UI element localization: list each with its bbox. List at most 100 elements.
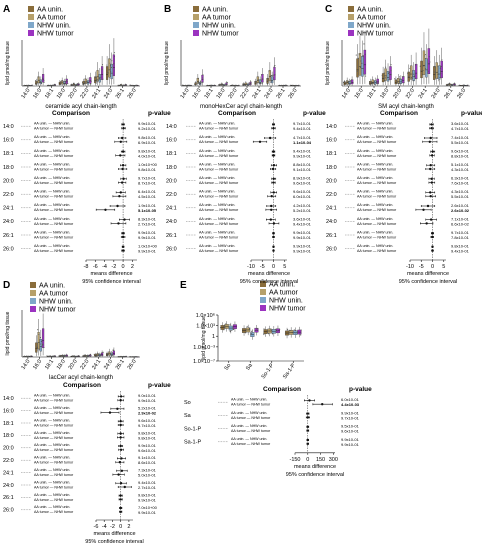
box: [112, 54, 115, 77]
data-point: [135, 84, 137, 87]
legend-swatch: [28, 14, 34, 20]
p-value: 9.6x10-01: [341, 429, 360, 434]
comparison-text: AA unin. — NHW unin.: [34, 418, 70, 422]
data-point: [243, 329, 245, 331]
x-tick-label: 0: [272, 264, 275, 270]
data-point: [84, 354, 86, 357]
box: [402, 76, 405, 84]
p-value: 2.6x10-02: [451, 208, 470, 213]
mean-diff-point: [272, 222, 276, 225]
mean-diff-point: [272, 191, 275, 194]
row-label: 14:0: [166, 124, 177, 130]
mean-diff-point: [430, 123, 433, 126]
data-point: [88, 355, 90, 357]
data-point: [222, 84, 224, 86]
data-point: [229, 85, 231, 87]
legend-label: NHW unin.: [269, 298, 303, 305]
p-value: 8.3x10-01: [138, 216, 157, 221]
mean-diff-point: [120, 136, 124, 140]
data-point: [224, 327, 226, 329]
data-point: [248, 84, 250, 86]
row-label: 16:0: [3, 408, 14, 414]
comparison-text: AA unin. — NHW unin.: [34, 122, 70, 126]
mean-diff-point: [116, 204, 119, 208]
data-point: [226, 81, 228, 83]
x-tick-label: 26:0: [127, 359, 138, 371]
data-point: [381, 75, 383, 77]
data-point: [208, 84, 210, 87]
data-point: [453, 83, 455, 85]
data-point: [269, 75, 271, 77]
p-value: 9.7x10-01: [451, 230, 470, 235]
x-axis-label: means difference: [248, 271, 290, 277]
data-point: [137, 356, 139, 358]
data-point: [258, 79, 260, 81]
data-point: [30, 355, 32, 357]
p-value: 5.2x10-01: [138, 406, 157, 411]
data-point: [27, 84, 29, 86]
legend-swatch: [348, 14, 354, 20]
p-value: 4.4x10-03: [341, 402, 360, 407]
data-point: [267, 333, 270, 335]
data-point: [428, 56, 430, 58]
data-point: [261, 82, 263, 84]
mean-diff-point: [119, 436, 122, 439]
box: [273, 67, 276, 81]
row-label: 14:0: [3, 396, 14, 402]
mean-diff-point: [119, 399, 122, 402]
data-point: [221, 83, 223, 85]
p-value: 9.5x10-01: [341, 424, 360, 429]
data-point: [74, 355, 76, 357]
p-value: 9.9x10-01: [138, 443, 157, 448]
box: [101, 66, 104, 80]
legend-label: AA tumor: [357, 15, 386, 22]
x-tick-label: 5: [442, 264, 445, 270]
data-point: [107, 71, 109, 73]
data-point: [82, 84, 84, 86]
mean-diff-point: [122, 177, 125, 180]
legend-label: NHW tumor: [37, 31, 74, 38]
data-point: [64, 81, 66, 83]
x-axis-sublabel: 95% confidence interval: [82, 279, 140, 285]
data-point: [291, 332, 293, 334]
mean-diff-point: [428, 140, 431, 143]
comparison-text: AA tumor — NHW tumor: [357, 195, 397, 199]
mean-diff-point: [429, 136, 432, 140]
legend-swatch: [260, 297, 266, 303]
data-point: [59, 355, 61, 357]
data-point: [130, 84, 132, 86]
data-point: [199, 82, 201, 84]
pvalue-header: p-value: [461, 110, 482, 117]
data-point: [66, 79, 68, 82]
data-point: [87, 81, 89, 83]
data-point: [35, 80, 37, 82]
comparison-text: AA tumor — NHW tumor: [357, 140, 397, 144]
data-point: [73, 83, 75, 85]
box: [427, 48, 431, 75]
p-value: 1.0x10+00: [138, 244, 158, 249]
data-point: [247, 84, 249, 86]
data-point: [60, 81, 62, 83]
p-value: 6.0x10-01: [341, 397, 360, 402]
y-tick-label: 1.0×10⁻⁷: [193, 358, 215, 365]
data-point: [288, 329, 290, 331]
legend-swatch: [30, 306, 36, 312]
comparison-text: AA tumor — NHW tumor: [199, 140, 239, 144]
comparison-text: AA unin. — NHW unin.: [34, 493, 70, 497]
data-point: [394, 78, 396, 80]
mean-diff-point: [121, 167, 124, 171]
box: [39, 339, 42, 352]
p-value: 5.1x10-01: [451, 162, 470, 167]
data-point: [82, 356, 84, 358]
data-point: [371, 83, 373, 85]
comparison-text: AA tumor — NHW tumor: [34, 473, 74, 477]
comparison-text: AA unin. — NHW unin.: [357, 190, 393, 194]
data-point: [133, 356, 135, 358]
data-point: [106, 353, 108, 355]
mean-diff-point: [270, 195, 273, 198]
comparison-text: AA tumor — NHW tumor: [34, 461, 74, 465]
mean-diff-point: [121, 123, 125, 126]
x-tick-label: 20:0: [68, 88, 79, 100]
